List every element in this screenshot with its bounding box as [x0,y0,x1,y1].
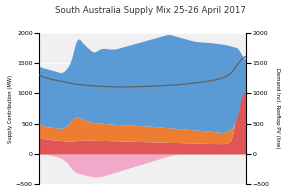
Text: South Australia Supply Mix 25-26 April 2017: South Australia Supply Mix 25-26 April 2… [55,6,245,15]
Y-axis label: Supply Contribution (MW): Supply Contribution (MW) [8,74,13,143]
Y-axis label: Demand Incl. Rooftop PV (line): Demand Incl. Rooftop PV (line) [275,68,280,149]
